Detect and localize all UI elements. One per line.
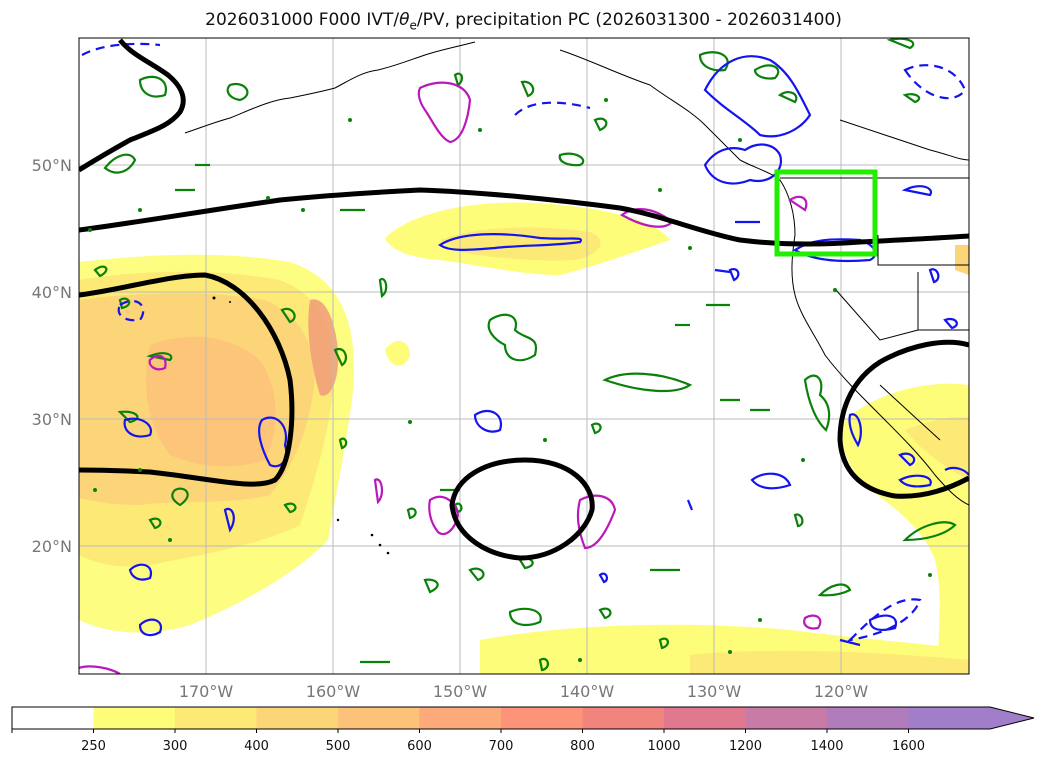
lat-label: 30°N — [32, 410, 72, 429]
lat-label: 20°N — [32, 537, 72, 556]
colorbar-segment — [338, 707, 420, 729]
blue-dashed-contours — [81, 42, 967, 642]
colorbar-label: 1600 — [892, 739, 925, 754]
green-dots — [88, 98, 932, 662]
highlight-box — [774, 169, 878, 257]
map-area — [79, 38, 969, 674]
colorbar-segment — [745, 707, 828, 729]
colorbar-label: 800 — [570, 739, 595, 754]
colorbar-label: 400 — [244, 739, 269, 754]
blue-contours — [123, 55, 969, 647]
lat-label: 50°N — [32, 156, 72, 175]
longitude-labels: 170°W 160°W 150°W 140°W 130°W 120°W — [179, 682, 869, 701]
latitude-labels: 50°N 40°N 30°N 20°N — [32, 156, 72, 556]
islands — [212, 296, 390, 555]
colorbar-label: 1000 — [647, 739, 680, 754]
colorbar-outline — [11, 706, 1035, 730]
gridlines — [79, 38, 969, 674]
colorbar: 250 300 400 500 600 700 800 1000 1200 1400 1600 — [11, 706, 1035, 754]
colorbar-label: 700 — [489, 739, 514, 754]
colorbar-segment — [175, 707, 257, 729]
map-frame — [78, 37, 970, 675]
colorbar-extend-arrow — [908, 707, 1034, 729]
black-contours — [79, 38, 969, 561]
colorbar-segment — [664, 707, 746, 729]
lon-label: 120°W — [814, 682, 869, 701]
colorbar-segment — [501, 707, 583, 729]
colorbar-label: 300 — [163, 739, 188, 754]
colorbar-label: 1400 — [810, 739, 843, 754]
colorbar-segment — [827, 707, 909, 729]
colorbar-segment — [93, 707, 176, 729]
colorbar-segment — [419, 707, 502, 729]
colorbar-segment — [12, 707, 94, 729]
colorbar-label: 1200 — [729, 739, 762, 754]
map-title: 2026031000 F000 IVT/θe/PV, precipitation… — [205, 10, 842, 33]
lat-label: 40°N — [32, 283, 72, 302]
lon-label: 130°W — [687, 682, 742, 701]
colorbar-label: 600 — [407, 739, 432, 754]
colorbar-label: 250 — [81, 739, 106, 754]
lon-label: 160°W — [306, 682, 361, 701]
lon-label: 150°W — [433, 682, 488, 701]
colorbar-label: 500 — [326, 739, 351, 754]
lon-label: 170°W — [179, 682, 234, 701]
coastlines — [184, 41, 969, 506]
colorbar-segment — [256, 707, 339, 729]
colorbar-segment — [582, 707, 665, 729]
lon-label: 140°W — [560, 682, 615, 701]
ivt-shading — [79, 202, 969, 674]
